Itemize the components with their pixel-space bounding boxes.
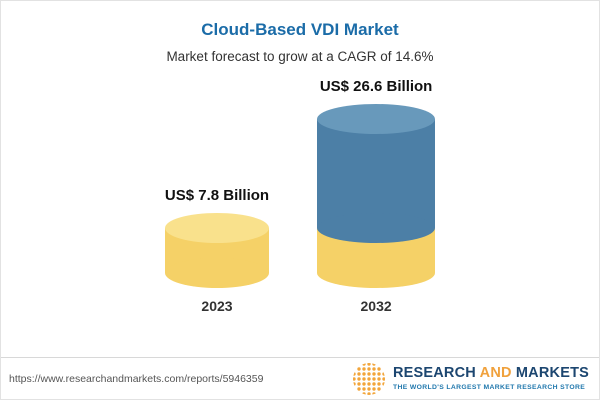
bar-group-2032: US$ 26.6 Billion 2032: [317, 78, 436, 314]
bar-value-2032: US$ 26.6 Billion: [319, 78, 433, 95]
source-url: https://www.researchandmarkets.com/repor…: [9, 372, 264, 385]
logo-tagline: THE WORLD'S LARGEST MARKET RESEARCH STOR…: [392, 383, 586, 391]
cylinder-bar-2032: [317, 104, 436, 288]
bar-year-2023: 2023: [201, 298, 233, 314]
cylinder-bar-2023: [164, 213, 269, 288]
chart-area: US$ 7.8 Billion 2023 US$ 26.6 Billion 20…: [1, 76, 599, 314]
footer: https://www.researchandmarkets.com/repor…: [1, 357, 599, 399]
logo-word-research: RESEARCH: [392, 365, 476, 382]
logo-text: RESEARCH AND MARKETS THE WORLD'S LARGEST…: [393, 366, 589, 391]
logo-word-and: AND: [479, 365, 512, 382]
chart-title: Cloud-Based VDI Market: [201, 20, 399, 39]
research-and-markets-logo: RESEARCH AND MARKETS THE WORLD'S LARGEST…: [352, 362, 589, 396]
bar-value-2023: US$ 7.8 Billion: [164, 187, 270, 204]
logo-globe-icon: [352, 362, 385, 395]
chart-subtitle: Market forecast to grow at a CAGR of 14.…: [166, 49, 434, 64]
logo-wordmark: RESEARCH AND MARKETS: [393, 366, 589, 381]
bar-year-2032: 2032: [360, 298, 392, 314]
bar-group-2023: US$ 7.8 Billion 2023: [165, 187, 269, 314]
logo-word-markets: MARKETS: [515, 365, 589, 382]
